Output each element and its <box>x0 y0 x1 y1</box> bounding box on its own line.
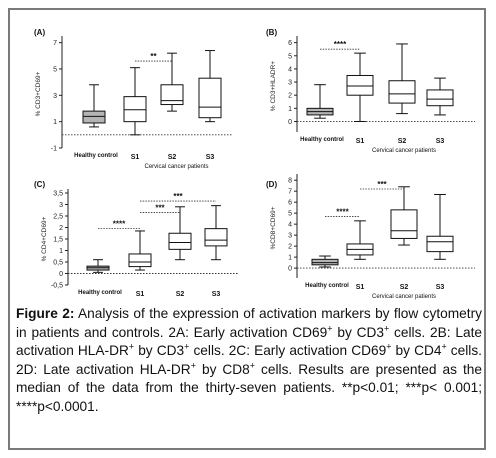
chart-3-y-tick-label: 3 <box>288 233 292 240</box>
chart-3-category-label: S3 <box>436 284 445 291</box>
chart-3-y-tick-label: 2 <box>288 244 292 251</box>
chart-2-y-tick-label: 3 <box>59 202 63 209</box>
chart-0-box <box>82 110 106 124</box>
chart-2-y-label: % CD4+CD69+ <box>41 216 48 261</box>
caption-segment: by CD4 <box>391 343 442 359</box>
caption-text: Analysis of the expression of activation… <box>16 306 482 414</box>
chart-0-y-tick-label: 3 <box>53 93 57 100</box>
chart-1-box <box>388 80 416 104</box>
chart-2-category-label: S2 <box>176 291 185 298</box>
chart-2-panel-label: (C) <box>34 180 45 189</box>
chart-2-category-label: Healthy control <box>78 290 122 296</box>
chart-3-x-label: Cervical cancer patients <box>372 294 436 300</box>
caption-superscript: + <box>327 323 333 334</box>
chart-1-category-label: S2 <box>398 138 407 145</box>
chart-0-box <box>123 96 147 123</box>
caption-segment: cells. 2C: Early activation CD69 <box>189 343 387 359</box>
chart-2-significance-label: **** <box>113 220 126 229</box>
chart-1-y-tick-label: 6 <box>288 40 292 47</box>
chart-2-significance-label: *** <box>155 204 165 213</box>
chart-1-significance-label: **** <box>334 40 347 49</box>
chart-3-box <box>311 258 339 266</box>
caption-segment: cells. Results are presented as the medi… <box>16 361 482 414</box>
caption-superscript: + <box>249 360 256 371</box>
chart-3-y-tick-label: 5 <box>288 211 292 218</box>
chart-3-y-tick-label: 7 <box>288 189 292 196</box>
chart-2-y-tick-label: 1 <box>59 248 63 255</box>
caption-superscript: + <box>441 341 447 352</box>
chart-2-y-tick-label: -0,5 <box>51 283 63 290</box>
chart-1-box <box>346 74 374 96</box>
chart-1-y-tick-label: 3 <box>288 80 292 87</box>
chart-3-significance-label: **** <box>336 207 349 216</box>
chart-2-y-tick-label: 3,5 <box>53 191 63 198</box>
chart-3-y-tick-label: 8 <box>288 178 292 185</box>
chart-1-x-label: Cervical cancer patients <box>372 148 436 154</box>
chart-0-box <box>160 84 184 106</box>
chart-2-category-label: S3 <box>212 291 221 298</box>
chart-2-box <box>128 253 152 268</box>
box-plot-panels: (A) -1 1 3 5 7 % CD3+CD69+ Healthy control S1 S2 S… <box>34 28 475 300</box>
chart-3-category-label: S1 <box>356 284 365 291</box>
chart-1-y-label: % CD3+HLADR+ <box>270 61 277 111</box>
caption-superscript: + <box>184 341 190 352</box>
chart-1-panel-label: (B) <box>266 28 277 37</box>
chart-2-y-tick-label: 0 <box>59 271 63 278</box>
chart-0-y-tick-label: 5 <box>53 66 57 73</box>
chart-2-category-label: S1 <box>136 291 145 298</box>
chart-0-panel-label: (A) <box>34 28 45 37</box>
chart-3-y-tick-label: 4 <box>288 222 292 229</box>
chart-3-box <box>390 209 418 239</box>
caption-superscript: + <box>386 341 392 352</box>
chart-3-category-label: Healthy control <box>305 283 349 289</box>
chart-1-category-label: S3 <box>436 138 445 145</box>
caption-segment: cells. 2B: Late activation HLA-DR <box>16 324 483 359</box>
chart-2-y-tick-label: 2,5 <box>53 214 63 221</box>
chart-3-y-tick-label: 6 <box>288 200 292 207</box>
chart-0-y-tick-label: 7 <box>53 40 57 47</box>
chart-1-y-tick-label: 2 <box>288 93 292 100</box>
chart-2-significance-label: *** <box>173 192 183 201</box>
chart-2-y-tick-label: 2 <box>59 225 63 232</box>
chart-1-category-label: S1 <box>356 138 365 145</box>
chart-3-box <box>426 235 454 253</box>
figure-caption: Figure 2: Analysis of the expression of … <box>16 305 482 417</box>
chart-0-y-tick-label: 1 <box>53 119 57 126</box>
caption-segment: by CD3 <box>332 324 384 340</box>
chart-1-y-tick-label: 1 <box>288 106 292 113</box>
figure-label: Figure 2: <box>16 306 75 321</box>
chart-3-y-label: %CD8+CD69+ <box>270 206 277 249</box>
chart-0-significance-label: ** <box>150 52 157 61</box>
caption-segment: Analysis of the expression of activation… <box>16 306 482 340</box>
chart-1-y-tick-label: 0 <box>288 119 292 126</box>
chart-0-y-label: % CD3+CD69+ <box>35 71 42 116</box>
chart-2-y-tick-label: 0,5 <box>53 260 63 267</box>
chart-1-box <box>426 89 454 107</box>
chart-3-significance-label: *** <box>377 180 387 189</box>
chart-2-box <box>168 232 192 250</box>
caption-segment: cells. 2D: Late activation HLA-DR <box>16 343 482 377</box>
chart-3-y-tick-label: 0 <box>288 266 292 273</box>
caption-segment: by CD3 <box>134 343 185 359</box>
chart-3-panel-label: (D) <box>266 180 277 189</box>
chart-1-category-label: Healthy control <box>300 137 344 143</box>
chart-2-box <box>204 228 228 247</box>
chart-2-y-tick-label: 1,5 <box>53 237 63 244</box>
chart-0-y-tick-label: -1 <box>51 146 57 153</box>
chart-0-box <box>198 77 222 119</box>
chart-0-category-label: Healthy control <box>74 153 118 159</box>
chart-0-category-label: S3 <box>206 154 215 161</box>
chart-3-y-tick-label: 1 <box>288 255 292 262</box>
chart-0-x-label: Cervical cancer patients <box>144 164 208 170</box>
caption-superscript: + <box>190 360 196 371</box>
chart-3-category-label: S2 <box>400 284 409 291</box>
caption-segment: by CD8 <box>195 361 250 377</box>
caption-superscript: + <box>383 323 390 334</box>
chart-0-category-label: S2 <box>168 154 177 161</box>
caption-superscript: + <box>128 341 135 352</box>
chart-1-y-tick-label: 5 <box>288 53 292 60</box>
chart-1-y-tick-label: 4 <box>288 66 292 73</box>
chart-0-category-label: S1 <box>131 154 140 161</box>
